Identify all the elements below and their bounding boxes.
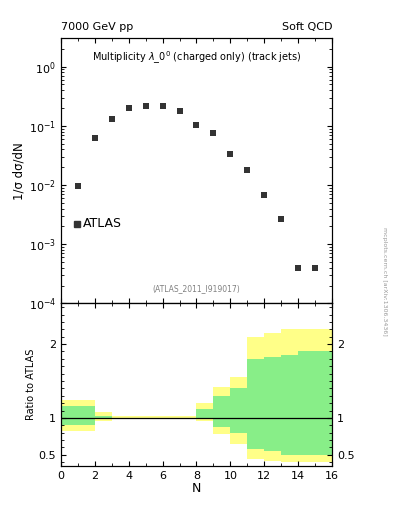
Text: 7000 GeV pp: 7000 GeV pp bbox=[61, 22, 133, 32]
Text: mcplots.cern.ch [arXiv:1306.3436]: mcplots.cern.ch [arXiv:1306.3436] bbox=[382, 227, 387, 336]
Text: Soft QCD: Soft QCD bbox=[282, 22, 332, 32]
Text: (ATLAS_2011_I919017): (ATLAS_2011_I919017) bbox=[152, 284, 241, 293]
Text: ATLAS: ATLAS bbox=[83, 218, 121, 230]
Y-axis label: Ratio to ATLAS: Ratio to ATLAS bbox=[26, 349, 36, 420]
Text: Multiplicity $\lambda\_0^0$ (charged only) (track jets): Multiplicity $\lambda\_0^0$ (charged onl… bbox=[92, 49, 301, 66]
X-axis label: N: N bbox=[192, 482, 201, 495]
Y-axis label: 1/σ dσ/dN: 1/σ dσ/dN bbox=[13, 142, 26, 200]
